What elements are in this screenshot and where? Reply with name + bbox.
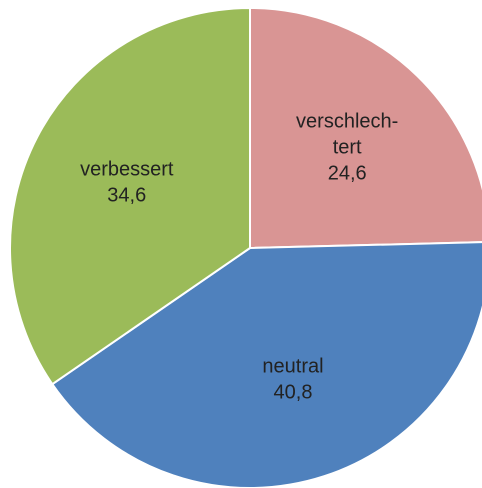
pie-slice (50, 241, 482, 488)
pie-slice (249, 6, 482, 250)
pie-slice (9, 6, 251, 386)
slice-label: verbessert (80, 159, 174, 181)
slice-label: verschlech-tert (296, 111, 398, 159)
value-label: 34,6 (107, 185, 146, 207)
value-label: 24,6 (328, 163, 367, 185)
slice-label: neutral (262, 356, 323, 378)
value-label: 40,8 (274, 382, 313, 404)
